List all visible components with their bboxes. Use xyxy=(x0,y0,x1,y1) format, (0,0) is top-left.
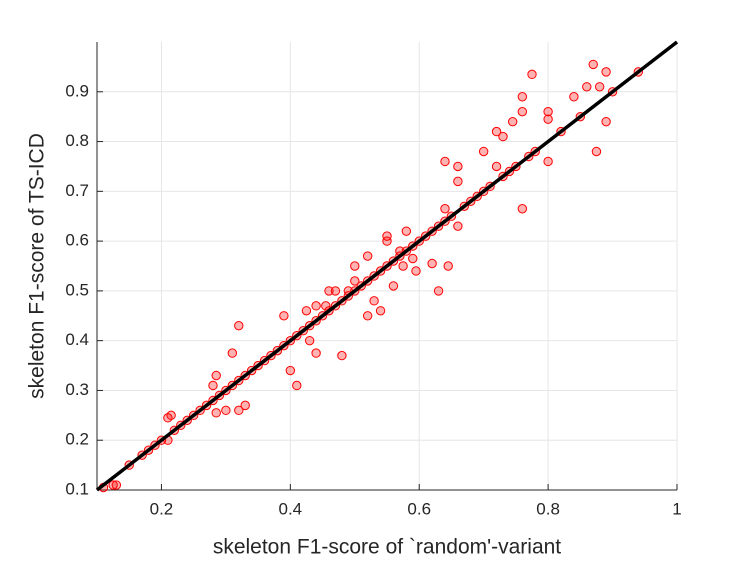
point xyxy=(427,258,437,269)
point xyxy=(350,261,360,271)
point xyxy=(443,261,453,271)
point xyxy=(330,286,341,296)
y-tick-label: 0.6 xyxy=(65,231,89,250)
point xyxy=(478,146,489,157)
point xyxy=(234,321,244,331)
point xyxy=(350,276,360,286)
point xyxy=(527,69,537,80)
point xyxy=(375,306,386,316)
point xyxy=(507,116,518,127)
point xyxy=(588,59,598,70)
point xyxy=(321,301,331,311)
point xyxy=(285,365,296,376)
point xyxy=(362,251,373,261)
point xyxy=(491,161,502,172)
point xyxy=(382,231,392,241)
y-tick-label: 0.1 xyxy=(65,479,89,498)
point xyxy=(543,106,553,117)
point xyxy=(433,286,444,296)
point xyxy=(337,350,347,361)
point xyxy=(388,281,399,291)
point xyxy=(234,405,244,416)
point xyxy=(311,301,321,311)
point xyxy=(304,335,315,346)
point xyxy=(517,106,528,117)
y-tick-label: 0.7 xyxy=(65,181,89,200)
point xyxy=(453,176,463,187)
y-tick-label: 0.9 xyxy=(65,81,89,100)
point xyxy=(324,286,334,296)
point xyxy=(408,253,418,264)
point xyxy=(440,156,450,167)
point xyxy=(401,226,412,236)
point xyxy=(517,204,528,214)
point xyxy=(569,92,579,102)
point xyxy=(491,126,502,137)
point xyxy=(301,306,312,316)
point xyxy=(582,82,592,92)
point xyxy=(211,370,221,381)
point xyxy=(453,221,463,231)
point xyxy=(240,400,250,411)
point xyxy=(398,261,408,271)
point xyxy=(311,348,321,358)
point xyxy=(221,405,231,416)
point xyxy=(411,266,421,276)
x-tick-label: 0.8 xyxy=(536,499,560,518)
point xyxy=(227,348,238,358)
point xyxy=(111,480,122,490)
point xyxy=(369,296,379,306)
point xyxy=(279,311,289,321)
point xyxy=(594,82,605,92)
point xyxy=(208,380,218,391)
point xyxy=(591,146,602,157)
point xyxy=(440,204,450,214)
y-tick-label: 0.4 xyxy=(65,330,89,349)
point xyxy=(211,408,221,418)
point xyxy=(601,67,611,77)
y-tick-label: 0.5 xyxy=(65,280,89,299)
identity-line xyxy=(95,40,679,492)
point xyxy=(498,131,508,142)
x-tick-label: 0.2 xyxy=(150,499,174,518)
x-tick-label: 1 xyxy=(672,499,681,518)
x-tick-label: 0.4 xyxy=(279,499,303,518)
point xyxy=(362,311,373,321)
y-tick-label: 0.2 xyxy=(65,430,89,449)
point xyxy=(601,116,611,127)
point xyxy=(453,161,463,172)
y-axis-label: skeleton F1-score of TS-ICD xyxy=(26,133,49,399)
point xyxy=(166,410,176,421)
y-tick-label: 0.8 xyxy=(65,131,89,150)
point xyxy=(382,236,392,246)
point xyxy=(543,156,553,167)
point xyxy=(108,480,118,490)
x-axis-label: skeleton F1-score of `random'-variant xyxy=(213,536,561,559)
x-tick-label: 0.6 xyxy=(407,499,431,518)
point xyxy=(543,114,553,124)
point xyxy=(517,92,528,102)
y-tick-label: 0.3 xyxy=(65,380,89,399)
point xyxy=(292,380,302,391)
